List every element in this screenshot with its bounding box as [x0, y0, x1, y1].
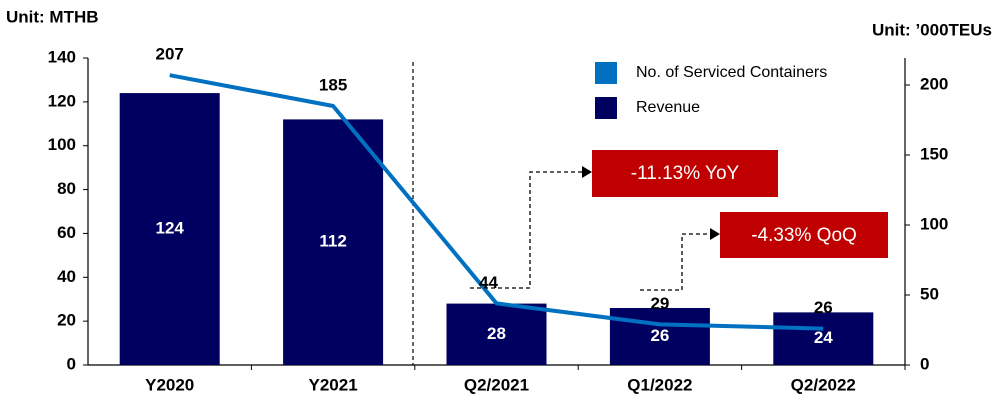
arrow-head: [582, 166, 592, 178]
y-axis-label: Unit: MTHB: [6, 7, 99, 26]
y2-axis-label: Unit: ’000TEUs: [872, 20, 992, 39]
x-tick-label: Q2/2021: [464, 375, 529, 394]
y-tick-label: 0: [67, 354, 76, 373]
annotation: -11.13% YoY: [631, 163, 740, 184]
y-tick-label: 80: [57, 179, 76, 198]
legend-swatch: [595, 62, 617, 84]
y2-tick-label: 200: [920, 74, 948, 93]
x-tick-label: Y2020: [145, 375, 194, 394]
y-tick-label: 120: [48, 91, 76, 110]
bar-value-label: 28: [487, 324, 506, 343]
legend-label: No. of Serviced Containers: [636, 64, 827, 81]
x-tick-label: Q1/2022: [627, 375, 692, 394]
y-tick-label: 40: [57, 267, 76, 286]
x-tick-label: Y2021: [309, 375, 358, 394]
annotation: -4.33% QoQ: [751, 225, 857, 246]
annotations: -11.13% YoY -4.33% QoQ: [470, 150, 888, 291]
connector: [640, 233, 710, 291]
line-value-label: 44: [479, 273, 498, 292]
legend-label: Revenue: [636, 99, 700, 116]
line-value-label: 26: [814, 298, 833, 317]
y2-tick-label: 100: [920, 214, 948, 233]
bar-value-label: 24: [814, 328, 833, 347]
y2-tick-label: 50: [920, 284, 939, 303]
bar-value-label: 26: [650, 326, 669, 345]
bar: [283, 119, 384, 366]
y-tick-label: 100: [48, 135, 76, 154]
annotation-box: [592, 150, 778, 197]
line-value-label: 185: [319, 75, 347, 94]
bar-value-label: 124: [156, 219, 185, 238]
bar: [609, 307, 710, 365]
y-tick-label: 140: [48, 47, 76, 66]
bar: [773, 312, 874, 365]
line-value-label: 29: [650, 294, 669, 313]
annotation-box: [720, 212, 888, 258]
bar: [119, 93, 220, 365]
y-tick-label: 60: [57, 223, 76, 242]
connector: [470, 171, 582, 289]
arrow-head: [710, 228, 720, 240]
line: [169, 73, 824, 331]
legend-swatch: [595, 97, 617, 119]
bar-value-label: 112: [319, 232, 346, 251]
bar: [446, 303, 547, 365]
x-tick-label: Q2/2022: [791, 375, 856, 394]
line-value-label: 207: [156, 45, 184, 64]
y-tick-label: 20: [57, 311, 76, 330]
y2-tick-label: 0: [920, 354, 929, 373]
y2-tick-label: 150: [920, 144, 948, 163]
